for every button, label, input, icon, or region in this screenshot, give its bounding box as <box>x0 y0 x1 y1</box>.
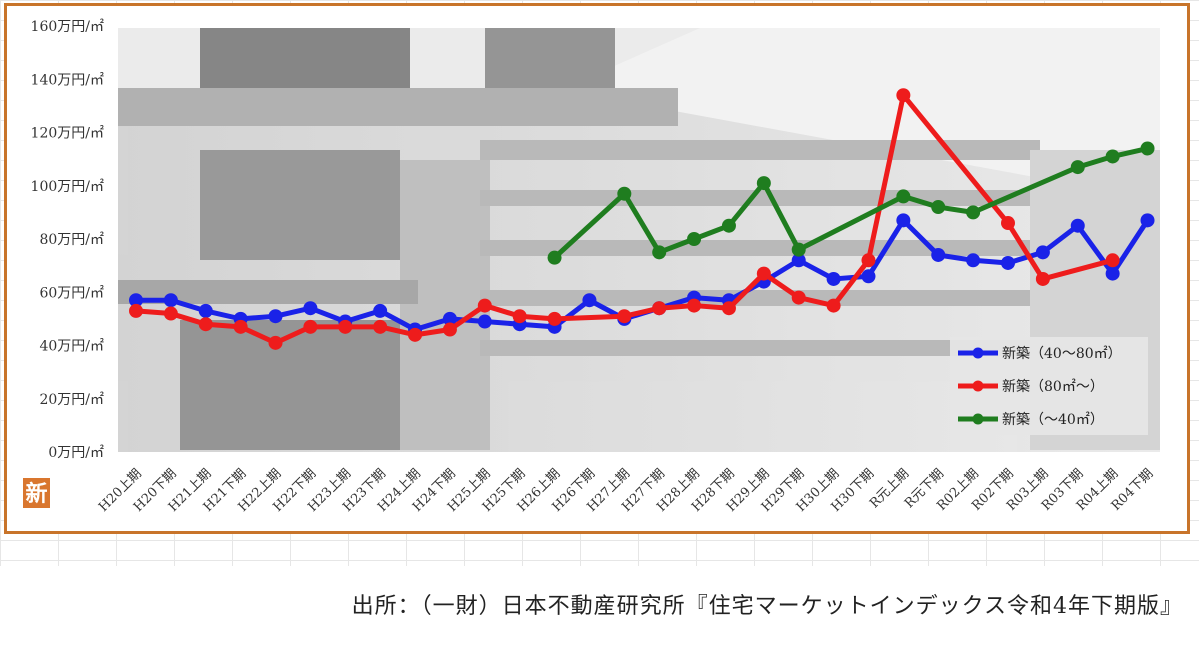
legend-item-green: 新築（～40㎡） <box>958 412 1104 428</box>
data-point-2 <box>1105 149 1120 164</box>
y-tick-label: 60万円/㎡ <box>39 285 104 301</box>
data-point-2 <box>791 242 806 257</box>
data-point-0 <box>1140 213 1155 228</box>
y-tick-label: 140万円/㎡ <box>31 72 104 88</box>
data-point-1 <box>687 298 702 313</box>
data-point-1 <box>721 301 736 316</box>
data-point-2 <box>756 176 771 191</box>
data-point-1 <box>791 290 806 305</box>
y-tick-label: 20万円/㎡ <box>39 392 104 408</box>
data-point-2 <box>931 200 946 215</box>
data-point-0 <box>791 253 806 268</box>
data-point-0 <box>477 314 492 329</box>
data-point-1 <box>826 298 841 313</box>
data-point-2 <box>966 205 981 220</box>
legend: 新築（40～80㎡） 新築（80㎡～） 新築（～40㎡） <box>950 337 1148 435</box>
legend-label-green: 新築（～40㎡） <box>1002 412 1104 428</box>
data-point-1 <box>547 311 562 326</box>
data-point-1 <box>1035 271 1050 286</box>
badge-text: 新 <box>25 481 47 507</box>
y-tick-label: 160万円/㎡ <box>31 19 104 35</box>
data-point-0 <box>1070 218 1085 233</box>
data-point-1 <box>163 306 178 321</box>
data-point-0 <box>896 213 911 228</box>
y-tick-label: 100万円/㎡ <box>31 179 104 195</box>
data-point-0 <box>826 271 841 286</box>
data-point-2 <box>721 218 736 233</box>
data-point-1 <box>338 319 353 334</box>
data-point-1 <box>408 327 423 342</box>
legend-item-blue: 新築（40～80㎡） <box>958 346 1122 362</box>
data-point-2 <box>617 186 632 201</box>
data-point-0 <box>442 311 457 326</box>
data-point-1 <box>303 319 318 334</box>
y-tick-label: 120万円/㎡ <box>31 126 104 142</box>
background-photo <box>118 28 1160 452</box>
data-point-1 <box>652 301 667 316</box>
source-area <box>0 566 1199 648</box>
data-point-2 <box>1070 160 1085 175</box>
x-axis: H20上期H20下期H21上期H21下期H22上期H22下期H23上期H23下期… <box>96 466 1156 515</box>
data-point-0 <box>1105 266 1120 281</box>
y-tick-label: 40万円/㎡ <box>39 339 104 355</box>
data-point-1 <box>756 266 771 281</box>
legend-label-blue: 新築（40～80㎡） <box>1002 346 1122 362</box>
y-tick-label: 80万円/㎡ <box>39 232 104 248</box>
data-point-0 <box>966 253 981 268</box>
data-point-0 <box>268 309 283 324</box>
data-point-0 <box>582 293 597 308</box>
data-point-0 <box>163 293 178 308</box>
data-point-2 <box>687 232 702 246</box>
badge-icon: 新 <box>23 478 50 508</box>
data-point-0 <box>931 247 946 262</box>
data-point-1 <box>442 322 457 337</box>
source-note: 出所：（一財）日本不動産研究所『住宅マーケットインデックス令和4年下期版』 <box>351 594 1183 619</box>
data-point-1 <box>373 319 388 334</box>
y-axis: 0万円/㎡ 20万円/㎡ 40万円/㎡ 60万円/㎡ 80万円/㎡ 100万円/㎡ 120万… <box>31 19 104 461</box>
data-point-2 <box>896 189 911 204</box>
data-point-2 <box>1140 141 1155 156</box>
data-point-0 <box>303 301 318 316</box>
data-point-0 <box>1001 255 1015 270</box>
data-point-1 <box>1001 216 1015 231</box>
chart-svg: 0万円/㎡ 20万円/㎡ 40万円/㎡ 60万円/㎡ 80万円/㎡ 100万円/㎡ 120万… <box>23 19 1160 515</box>
data-point-1 <box>896 88 911 103</box>
data-point-1 <box>129 303 143 318</box>
data-point-1 <box>512 309 527 324</box>
data-point-1 <box>1105 253 1120 268</box>
data-point-0 <box>373 303 388 318</box>
data-point-1 <box>477 298 492 313</box>
data-point-0 <box>198 303 213 318</box>
data-point-0 <box>1035 245 1050 260</box>
data-point-1 <box>268 335 283 350</box>
data-point-1 <box>233 319 248 334</box>
y-tick-label: 0万円/㎡ <box>48 445 104 461</box>
data-point-1 <box>617 309 632 324</box>
data-point-2 <box>547 250 562 265</box>
legend-item-red: 新築（80㎡～） <box>958 379 1104 395</box>
data-point-1 <box>198 317 213 332</box>
legend-label-red: 新築（80㎡～） <box>1002 379 1104 395</box>
data-point-1 <box>861 253 876 268</box>
data-point-0 <box>129 293 143 308</box>
data-point-0 <box>861 269 876 284</box>
series-layer <box>129 88 1155 350</box>
data-point-2 <box>652 245 667 260</box>
